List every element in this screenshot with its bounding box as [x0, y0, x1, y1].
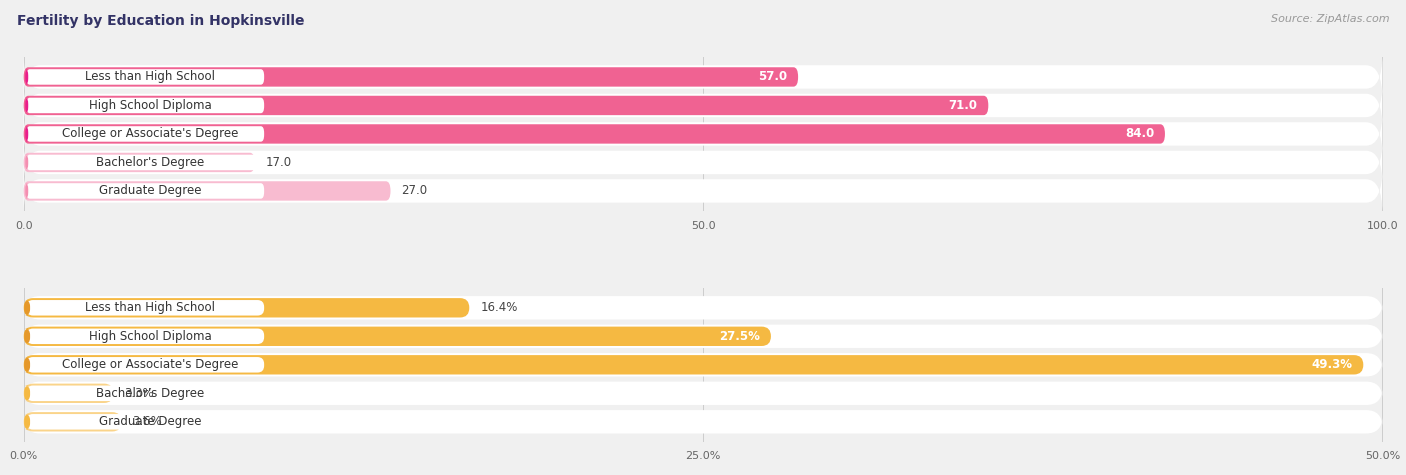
- FancyBboxPatch shape: [24, 381, 1382, 405]
- FancyBboxPatch shape: [27, 69, 264, 85]
- Text: Fertility by Education in Hopkinsville: Fertility by Education in Hopkinsville: [17, 14, 304, 28]
- FancyBboxPatch shape: [24, 410, 1382, 434]
- FancyBboxPatch shape: [24, 55, 1382, 99]
- FancyBboxPatch shape: [24, 353, 1382, 377]
- FancyBboxPatch shape: [24, 412, 121, 431]
- FancyBboxPatch shape: [24, 355, 1364, 374]
- FancyBboxPatch shape: [25, 98, 28, 113]
- FancyBboxPatch shape: [25, 155, 28, 170]
- FancyBboxPatch shape: [27, 98, 264, 113]
- FancyBboxPatch shape: [24, 96, 988, 115]
- FancyBboxPatch shape: [24, 300, 30, 315]
- FancyBboxPatch shape: [24, 327, 770, 346]
- Text: 3.3%: 3.3%: [124, 387, 153, 400]
- Text: High School Diploma: High School Diploma: [89, 330, 211, 343]
- Text: 84.0: 84.0: [1125, 127, 1154, 141]
- Text: Less than High School: Less than High School: [84, 301, 215, 314]
- Text: Bachelor's Degree: Bachelor's Degree: [96, 156, 204, 169]
- Text: Less than High School: Less than High School: [84, 70, 215, 84]
- Text: 71.0: 71.0: [949, 99, 977, 112]
- FancyBboxPatch shape: [24, 414, 30, 429]
- Text: 17.0: 17.0: [266, 156, 291, 169]
- FancyBboxPatch shape: [24, 112, 1382, 156]
- FancyBboxPatch shape: [24, 296, 1382, 320]
- FancyBboxPatch shape: [24, 140, 1382, 185]
- Text: Bachelor's Degree: Bachelor's Degree: [96, 387, 204, 400]
- FancyBboxPatch shape: [24, 386, 30, 401]
- FancyBboxPatch shape: [25, 183, 28, 199]
- FancyBboxPatch shape: [24, 329, 30, 344]
- Text: Graduate Degree: Graduate Degree: [98, 184, 201, 198]
- FancyBboxPatch shape: [24, 83, 1382, 128]
- FancyBboxPatch shape: [27, 329, 264, 344]
- FancyBboxPatch shape: [24, 181, 391, 200]
- FancyBboxPatch shape: [24, 169, 1382, 213]
- Text: 27.0: 27.0: [401, 184, 427, 198]
- FancyBboxPatch shape: [24, 324, 1382, 348]
- Text: College or Associate's Degree: College or Associate's Degree: [62, 127, 238, 141]
- FancyBboxPatch shape: [24, 298, 470, 317]
- FancyBboxPatch shape: [27, 183, 264, 199]
- Text: Graduate Degree: Graduate Degree: [98, 415, 201, 428]
- Text: High School Diploma: High School Diploma: [89, 99, 211, 112]
- FancyBboxPatch shape: [27, 155, 264, 170]
- FancyBboxPatch shape: [27, 300, 264, 315]
- FancyBboxPatch shape: [24, 384, 114, 403]
- Text: College or Associate's Degree: College or Associate's Degree: [62, 358, 238, 371]
- FancyBboxPatch shape: [24, 153, 254, 172]
- FancyBboxPatch shape: [24, 124, 1166, 143]
- FancyBboxPatch shape: [27, 386, 264, 401]
- Text: 57.0: 57.0: [758, 70, 787, 84]
- Text: 27.5%: 27.5%: [720, 330, 761, 343]
- Text: 49.3%: 49.3%: [1312, 358, 1353, 371]
- FancyBboxPatch shape: [27, 126, 264, 142]
- FancyBboxPatch shape: [25, 69, 28, 85]
- Text: 16.4%: 16.4%: [481, 301, 517, 314]
- FancyBboxPatch shape: [25, 126, 28, 142]
- FancyBboxPatch shape: [24, 67, 799, 86]
- FancyBboxPatch shape: [27, 414, 264, 429]
- Text: 3.6%: 3.6%: [132, 415, 162, 428]
- Text: Source: ZipAtlas.com: Source: ZipAtlas.com: [1271, 14, 1389, 24]
- FancyBboxPatch shape: [24, 357, 30, 372]
- FancyBboxPatch shape: [27, 357, 264, 372]
